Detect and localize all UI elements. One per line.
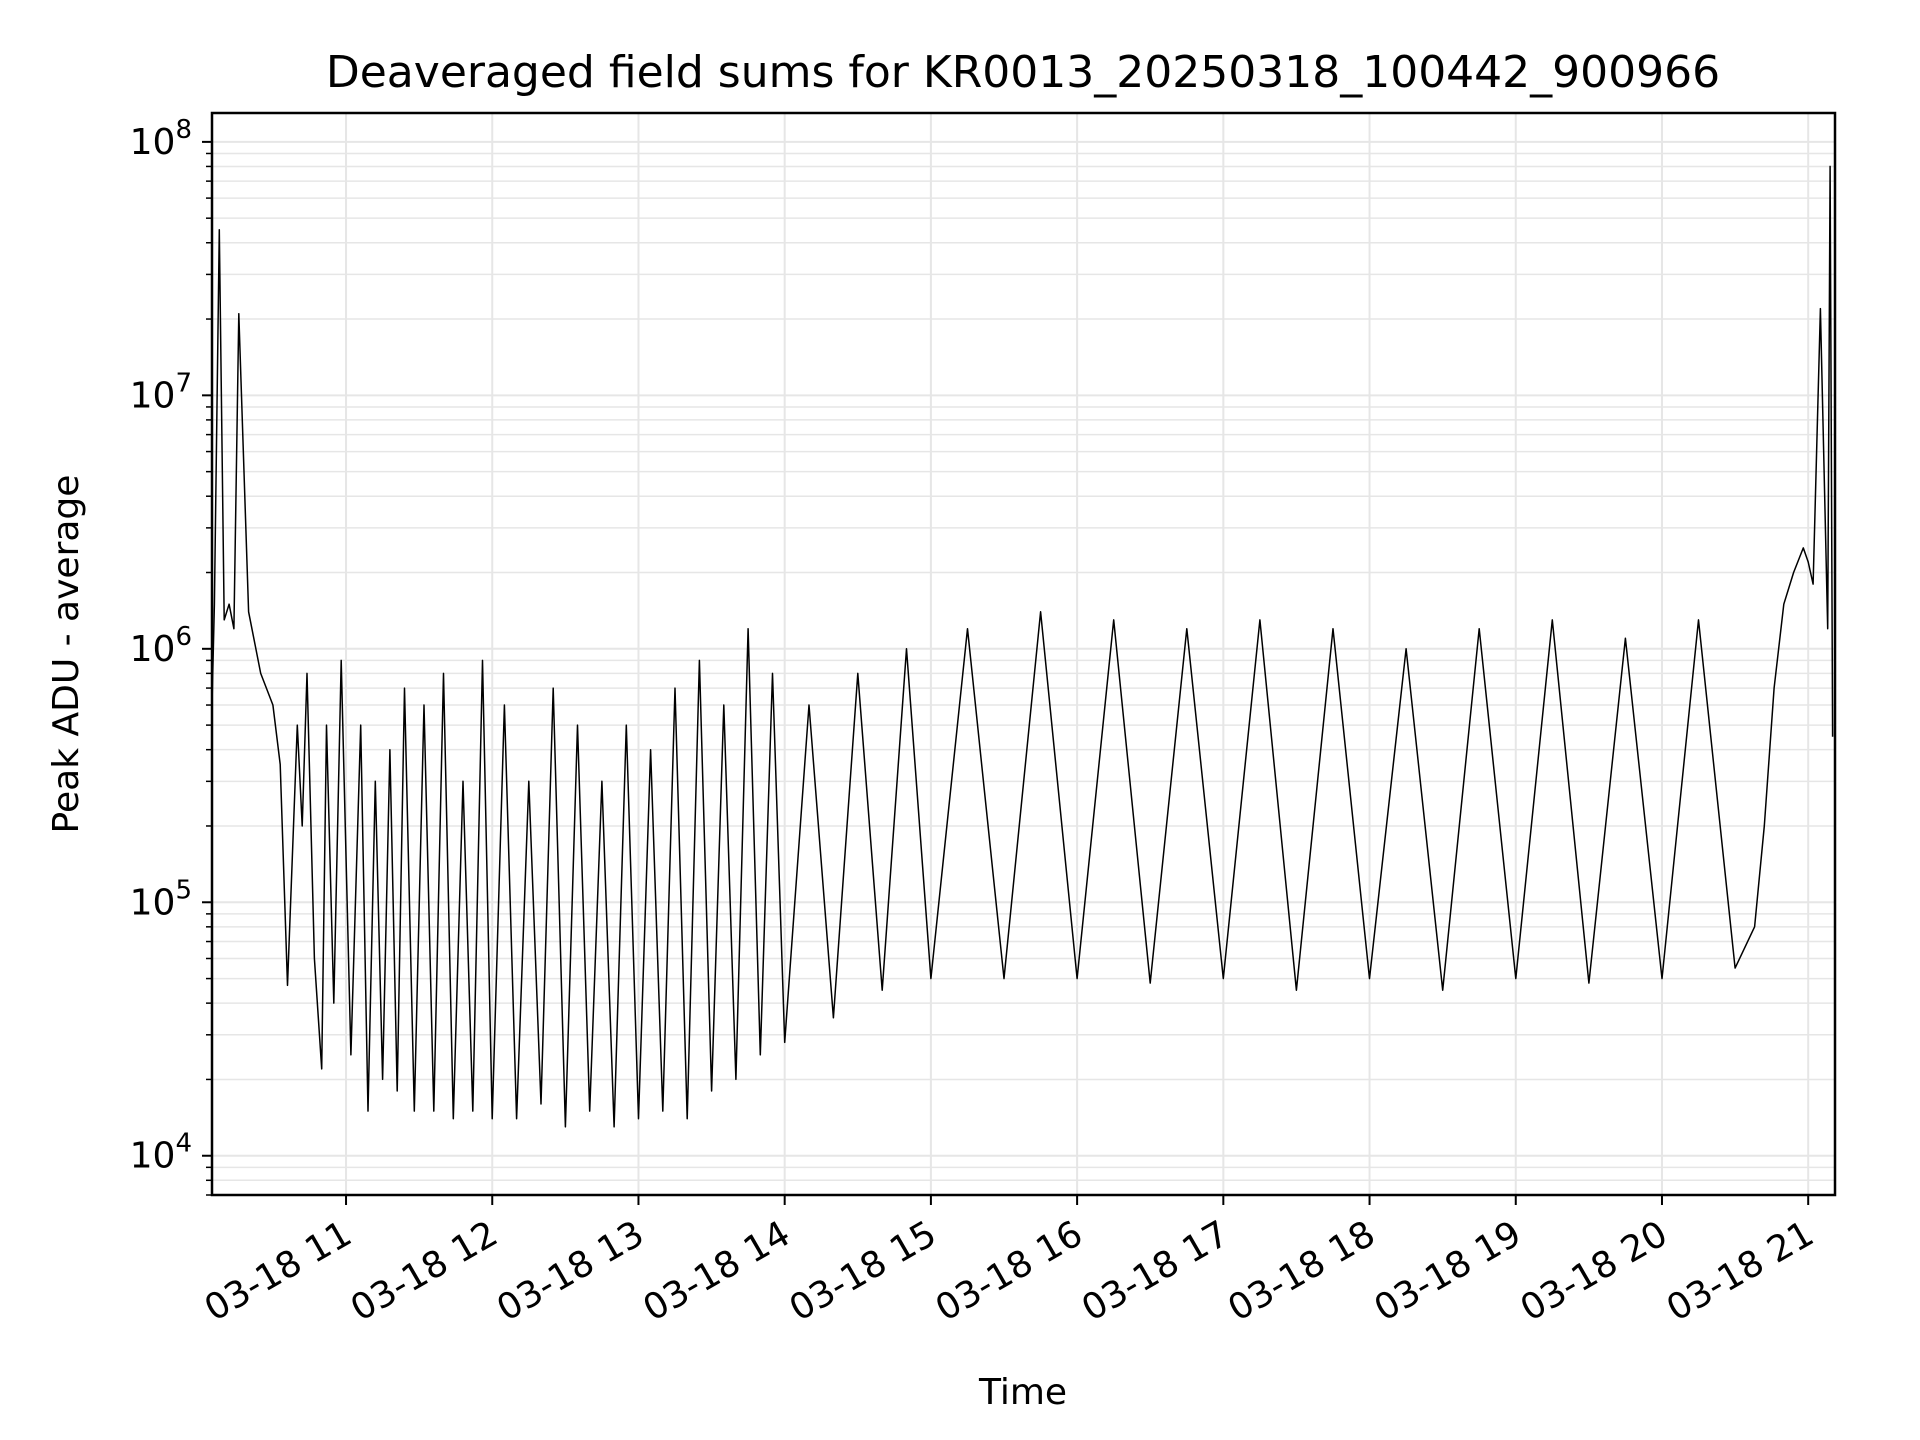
- x-tick-label: 03-18 20: [1514, 1213, 1675, 1329]
- y-tick-label: 105: [130, 875, 192, 923]
- series-line: [211, 165, 1834, 1128]
- y-tick-label: 108: [130, 115, 192, 163]
- y-axis: 104 105 106 107 108: [130, 115, 212, 1196]
- x-tick-label: 03-18 17: [1075, 1213, 1236, 1329]
- x-tick-label: 03-18 14: [637, 1213, 798, 1329]
- y-tick-label: 106: [130, 622, 192, 670]
- x-tick-label: 03-18 16: [929, 1213, 1090, 1329]
- x-tick-label: 03-18 13: [490, 1213, 651, 1329]
- y-tick-label: 104: [130, 1129, 192, 1177]
- x-tick-label: 03-18 18: [1221, 1213, 1382, 1329]
- y-axis-label: Peak ADU - average: [46, 475, 87, 834]
- plot-frame: [210, 111, 1837, 1197]
- x-tick-label: 03-18 12: [344, 1213, 505, 1329]
- data-series: [211, 165, 1834, 1128]
- x-tick-label: 03-18 19: [1368, 1213, 1529, 1329]
- x-tick-label: 03-18 21: [1660, 1213, 1821, 1329]
- chart-title: Deaveraged field sums for KR0013_2025031…: [326, 47, 1720, 98]
- x-tick-label: 03-18 11: [198, 1213, 359, 1329]
- x-tick-label: 03-18 15: [783, 1213, 944, 1329]
- x-axis-label: Time: [978, 1372, 1067, 1413]
- y-tick-label: 107: [130, 368, 192, 416]
